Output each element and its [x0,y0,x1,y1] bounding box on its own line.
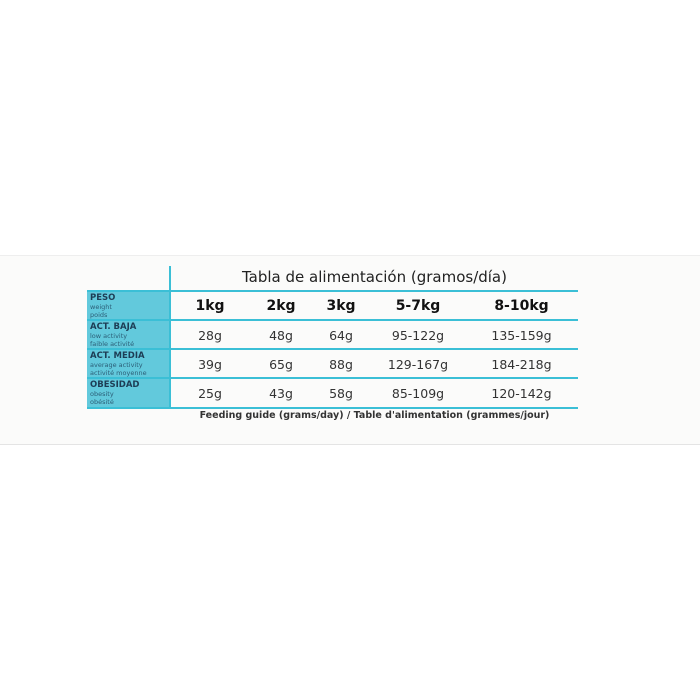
row-label-en: obesity [90,390,114,398]
table-title: Tabla de alimentación (gramos/día) [242,268,507,286]
table-cell: 3kg [326,298,356,314]
table-cell: 58g [329,385,353,401]
table-cell: 39g [198,356,222,372]
table-cell: 129-167g [387,356,449,372]
table-row: OBESIDAD obesity obésité 25g 43g 58g 85-109g 12… [87,377,578,409]
table-cell: 65g [269,356,293,372]
row-label-fr: obésité [90,398,114,406]
row-label-fr: faible activité [90,340,135,348]
row-label: PESO weight poids [87,292,169,320]
row-label-en: average activity [90,361,143,369]
table-row: PESO weight poids 1kg 2kg 3kg 5-7kg 8-10kg [87,290,578,320]
row-label-en: low activity [90,332,128,340]
table-row: ACT. BAJA low activity faible activité 28g 4… [87,319,578,349]
table-cell: 28g [198,327,222,343]
row-label-title: ACT. BAJA [90,322,137,332]
row-label: ACT. BAJA low activity faible activité [87,321,169,349]
table-cell: 48g [269,327,293,343]
table-cell: 5-7kg [395,298,441,314]
table-cell: 135-159g [491,327,552,343]
row-label-title: PESO [90,293,116,303]
table-cell: 95-122g [391,327,445,343]
row-label: OBESIDAD obesity obésité [87,379,169,407]
table-footer: Feeding guide (grams/day) / Table d'alim… [199,410,550,421]
table-cell: 88g [329,356,353,372]
table-cell: 85-109g [391,385,445,401]
table-cell: 1kg [195,298,225,314]
table-cell: 64g [329,327,353,343]
row-label-en: weight [90,303,112,311]
row-label-fr: poids [90,311,108,319]
table-row: ACT. MEDIA average activity activité moyen… [87,348,578,378]
row-label-title: ACT. MEDIA [90,351,145,361]
table-cell: 184-218g [491,356,552,372]
row-label-title: OBESIDAD [90,380,140,390]
table-cell: 8-10kg [494,298,549,314]
table-cell: 120-142g [491,385,552,401]
table-cell: 25g [198,385,222,401]
table-cell: 2kg [266,298,296,314]
table-cell: 43g [269,385,293,401]
divider [169,266,171,407]
row-label: ACT. MEDIA average activity activité moyen… [87,350,169,378]
row-label-fr: activité moyenne [90,369,147,377]
